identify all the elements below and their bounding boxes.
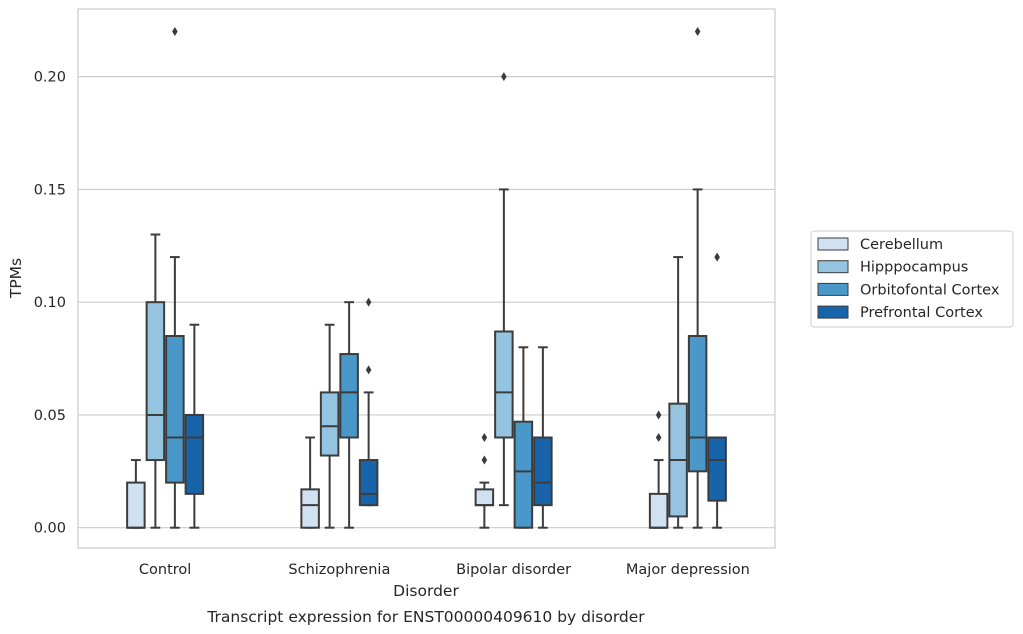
box-body [165, 335, 185, 484]
box-3-2 [533, 346, 553, 529]
box-2-0 [165, 27, 185, 529]
box-body [533, 436, 553, 507]
x-tick-label: Control [139, 562, 191, 578]
legend-label: Prefrontal Cortex [860, 305, 983, 321]
box-body [126, 481, 146, 529]
outlier-marker [714, 252, 720, 262]
outlier-marker [694, 27, 701, 37]
legend-swatch [817, 260, 849, 274]
chart-caption: Transcript expression for ENST0000040961… [206, 608, 645, 626]
plot-frame [77, 8, 776, 549]
box-3-0 [184, 323, 205, 529]
box-groups [126, 27, 727, 529]
legend-swatch [817, 237, 849, 251]
box-2-2 [513, 346, 534, 529]
legend-frame [810, 230, 1014, 328]
legend-label: Cerebellum [860, 237, 943, 253]
box-1-1 [319, 323, 340, 529]
box-body [358, 459, 379, 507]
legend-label: Orbitofontal Cortex [860, 282, 1000, 298]
outlier-marker [365, 297, 372, 307]
legend-label: Hipppocampus [860, 260, 968, 276]
box-body [145, 301, 166, 462]
box-body [707, 436, 727, 502]
box-body [474, 488, 495, 507]
outlier-marker [172, 27, 178, 37]
y-tick-labels: 0.00 0.05 0.10 0.15 0.20 [34, 70, 66, 537]
y-tick-label: 0.00 [34, 521, 66, 537]
outlier-marker [501, 72, 507, 82]
box-body [513, 420, 534, 529]
y-tick-label: 0.15 [34, 182, 66, 198]
box-body [494, 330, 514, 439]
box-1-2 [494, 72, 514, 507]
box-1-0 [145, 233, 166, 529]
legend: Cerebellum Hipppocampus Orbitofontal Corte… [810, 230, 1014, 328]
box-2-3 [687, 27, 708, 529]
legend-swatch [817, 282, 849, 296]
x-tick-label: Bipolar disorder [456, 562, 571, 578]
box-3-3 [707, 252, 727, 529]
outlier-marker [655, 410, 662, 420]
box-body [300, 488, 320, 529]
box-0-2 [474, 432, 495, 529]
y-tick-label: 0.05 [34, 408, 66, 424]
box-3-1 [358, 297, 379, 507]
x-tick-labels: Control Schizophrenia Bipolar disorder Majo… [139, 562, 750, 578]
outlier-marker [365, 365, 372, 375]
outlier-marker [655, 432, 662, 442]
box-1-3 [668, 256, 688, 529]
x-tick-label: Major depression [626, 562, 750, 578]
box-body [648, 492, 669, 529]
outlier-marker [481, 455, 488, 465]
y-tick-label: 0.10 [34, 295, 66, 311]
x-tick-label: Schizophrenia [288, 562, 390, 578]
box-body [184, 413, 205, 495]
y-tick-label: 0.20 [34, 70, 66, 86]
box-body [319, 391, 340, 457]
y-axis-label: TPMs [7, 258, 25, 299]
box-0-0 [126, 459, 146, 529]
x-axis-label: Disorder [393, 582, 459, 600]
box-2-1 [339, 301, 359, 529]
box-body [339, 353, 359, 439]
box-body [687, 335, 708, 473]
legend-swatch [817, 305, 849, 319]
box-0-1 [300, 436, 320, 529]
outlier-marker [481, 432, 488, 442]
box-0-3 [648, 410, 669, 529]
